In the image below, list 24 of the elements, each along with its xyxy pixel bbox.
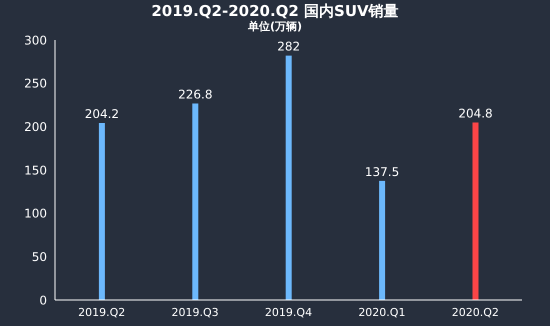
y-tick-label: 50 — [32, 250, 47, 264]
x-tick-label: 2019.Q2 — [78, 306, 126, 319]
y-tick-label: 200 — [24, 120, 47, 134]
bar — [472, 122, 478, 300]
bar — [98, 123, 105, 300]
y-tick-label: 0 — [39, 293, 47, 308]
y-tick-label: 150 — [24, 163, 47, 178]
x-tick-label: 2019.Q4 — [264, 306, 312, 319]
y-tick-label: 300 — [24, 33, 47, 48]
x-tick-label: 2020.Q2 — [452, 306, 499, 319]
x-tick-label: 2019.Q3 — [172, 306, 219, 319]
data-label: 204.8 — [458, 106, 493, 121]
y-tick-label: 100 — [24, 206, 47, 221]
data-label: 204.2 — [84, 107, 120, 122]
x-tick-label: 2020.Q1 — [358, 306, 406, 319]
data-label: 282 — [277, 40, 300, 54]
data-label: 226.8 — [178, 87, 212, 102]
chart-subtitle: 单位(万辆) — [246, 20, 304, 34]
bar — [379, 180, 386, 300]
bar — [286, 56, 292, 300]
y-tick-label: 250 — [24, 76, 47, 91]
bar — [192, 103, 198, 300]
chart-title: 2019.Q2-2020.Q2 国内SUV销量 — [150, 1, 400, 20]
data-label: 137.5 — [364, 164, 400, 179]
